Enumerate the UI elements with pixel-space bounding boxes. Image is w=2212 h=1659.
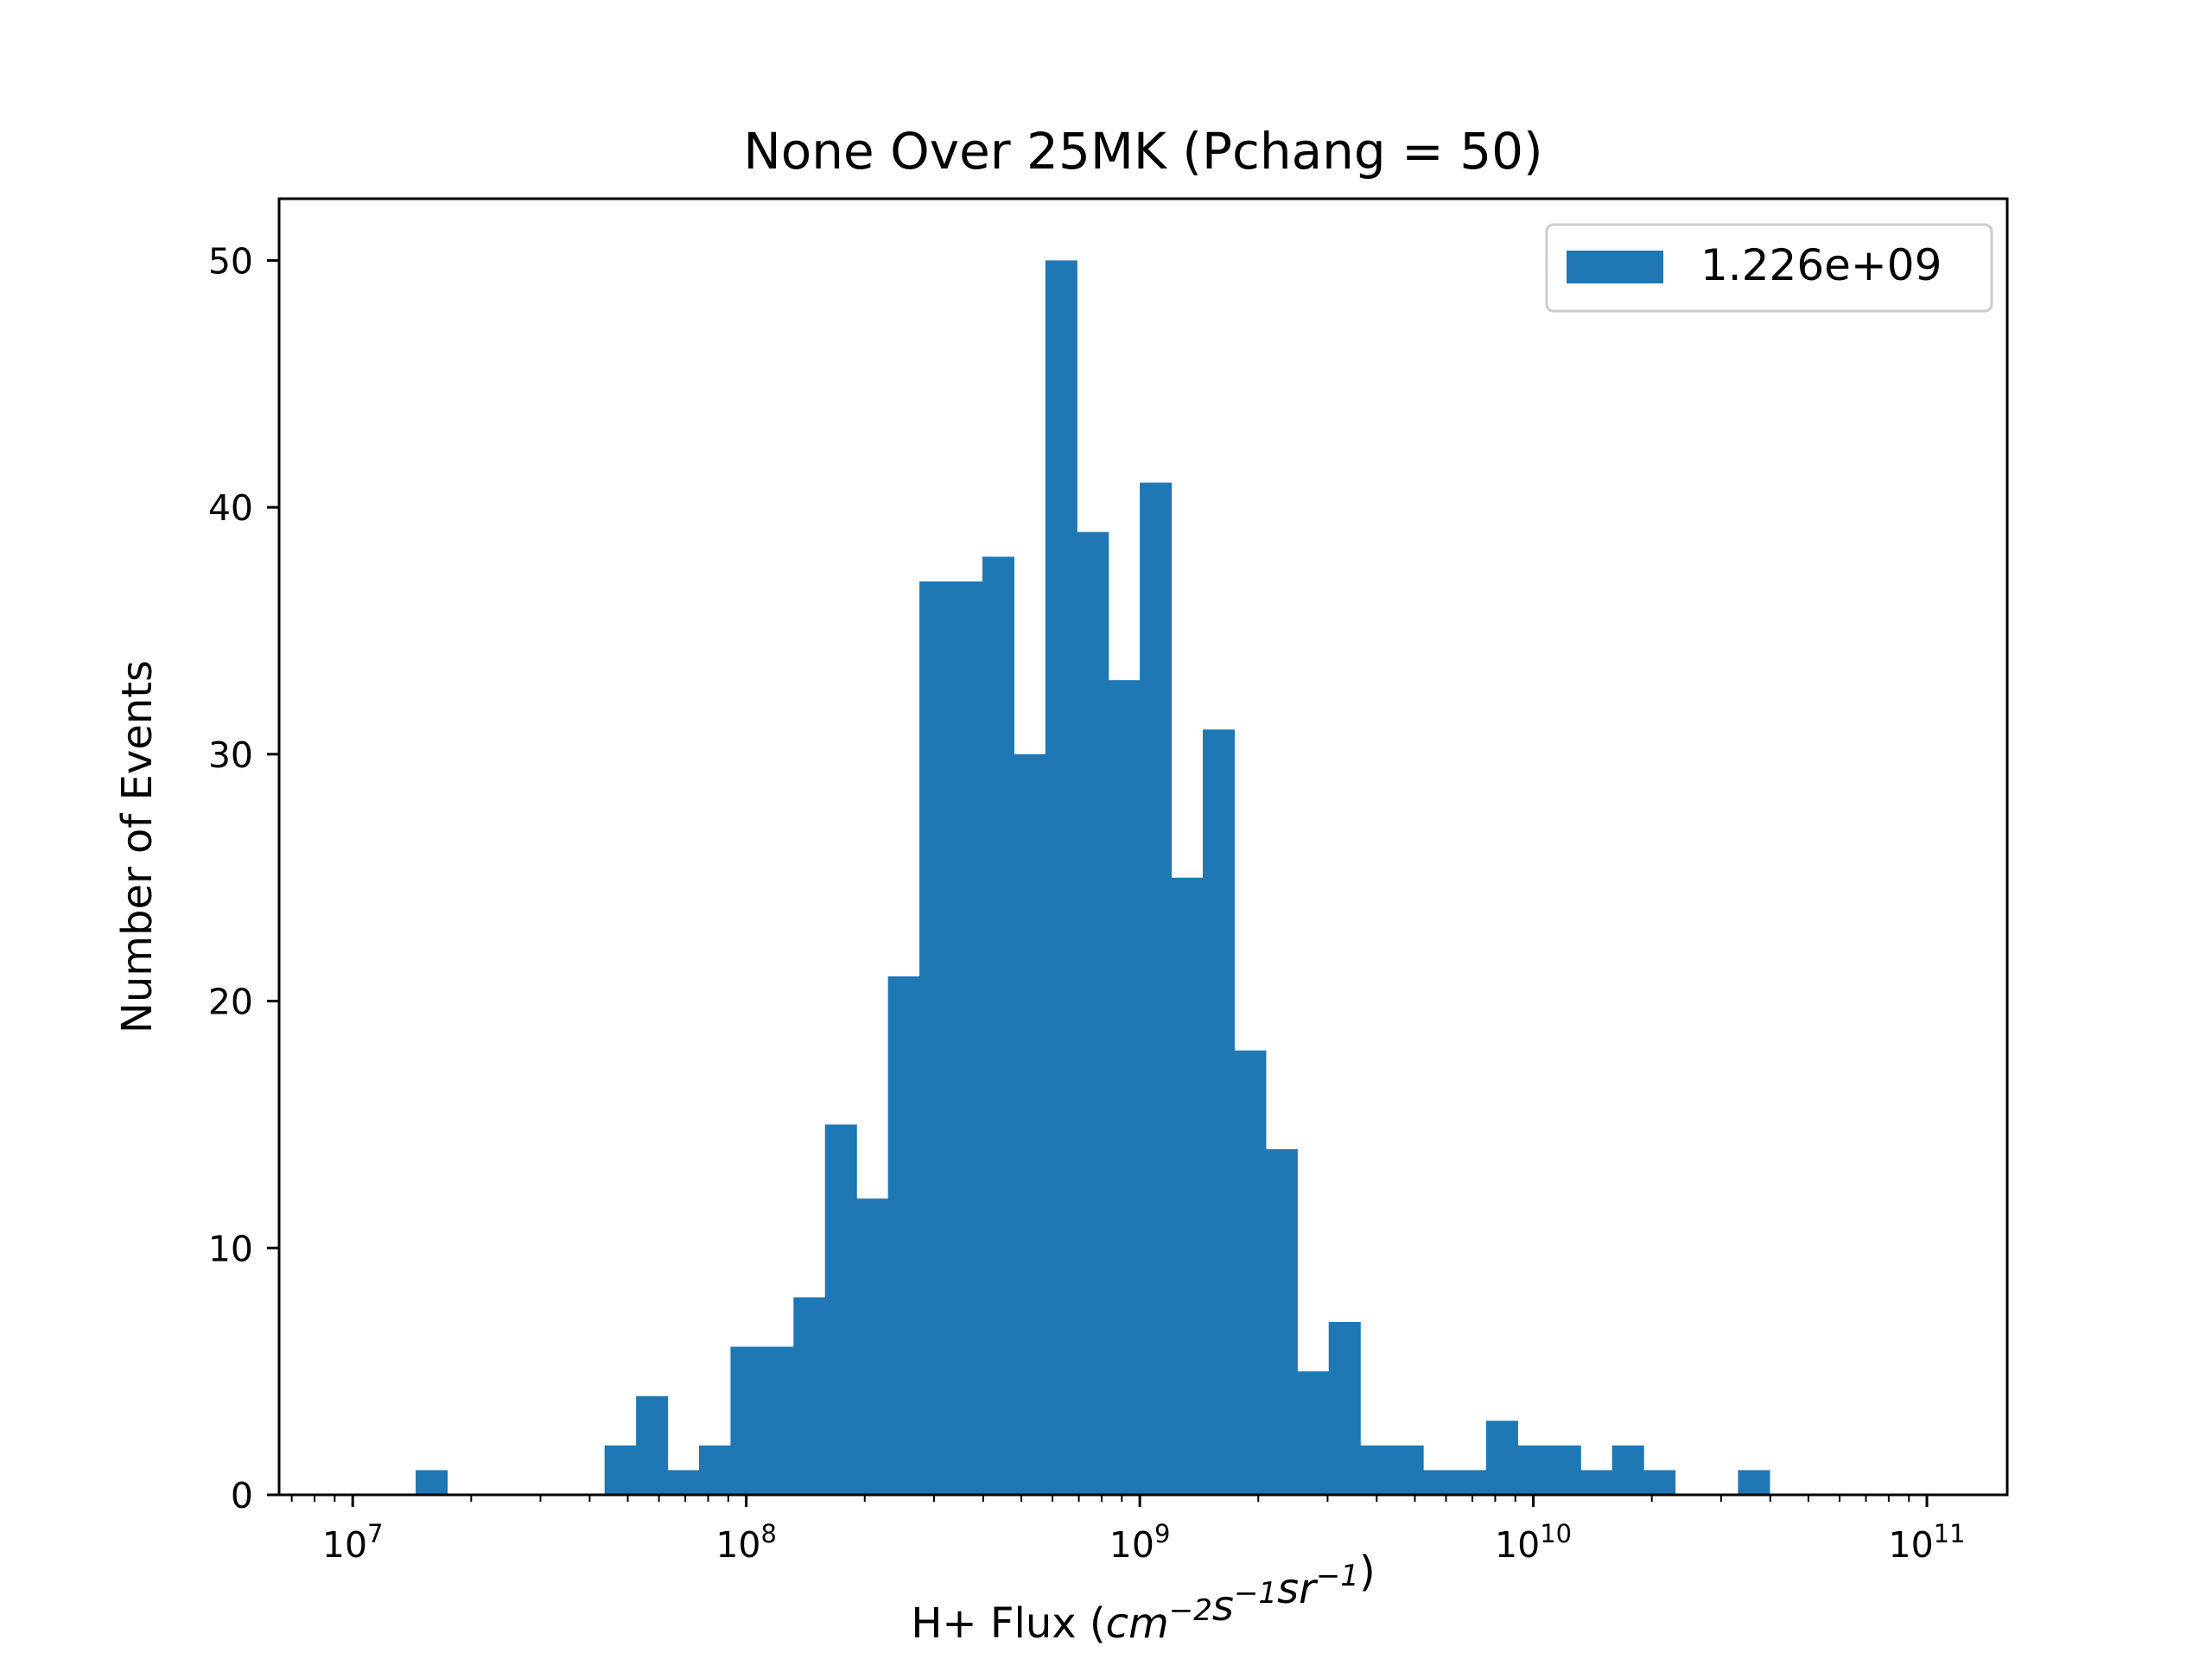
plot-frame: [277, 197, 2009, 1497]
histogram-bar: [887, 976, 920, 1495]
y-axis: 0 10 20 30 40 50: [208, 240, 279, 1516]
histogram-bar: [1265, 1149, 1298, 1495]
chart-title: None Over 25MK (Pchang = 50): [743, 122, 1542, 181]
y-tick-label: 10: [208, 1228, 253, 1269]
x-axis-label: H+ Flux (cm−2s−1sr−1): [911, 1548, 1375, 1648]
y-tick-label: 0: [231, 1475, 253, 1516]
histogram-bar: [1548, 1445, 1581, 1495]
y-tick-label: 40: [208, 487, 253, 529]
histogram-bar: [1328, 1322, 1361, 1495]
histogram-bar: [667, 1470, 700, 1495]
histogram-bar: [730, 1346, 763, 1495]
x-tick-label: 108: [715, 1519, 777, 1566]
histogram-bar: [1454, 1470, 1487, 1495]
legend: 1.226e+09: [1545, 223, 1993, 313]
y-tick-label: 20: [208, 982, 253, 1023]
histogram-bar: [699, 1445, 732, 1495]
histogram-bar: [982, 556, 1014, 1496]
histogram-bar: [919, 581, 952, 1495]
histogram-bar: [1611, 1445, 1644, 1495]
x-tick-label: 1011: [1888, 1519, 1965, 1566]
histogram-bar: [416, 1470, 448, 1495]
histogram-bar: [1517, 1445, 1550, 1495]
y-tick-label: 50: [208, 240, 253, 282]
histogram-bar: [1423, 1470, 1456, 1495]
histogram-bar: [1077, 531, 1109, 1495]
x-tick-label: 109: [1109, 1519, 1171, 1566]
histogram-bar: [1014, 753, 1046, 1495]
legend-swatch: [1567, 251, 1663, 283]
x-tick-label: 1010: [1495, 1519, 1572, 1566]
histogram-bar: [1643, 1470, 1676, 1495]
x-tick-label: 107: [322, 1519, 384, 1566]
histogram-bar: [1391, 1445, 1424, 1495]
histogram-bar: [1140, 482, 1173, 1495]
histogram-bars: [416, 260, 1770, 1496]
histogram-bar: [1297, 1371, 1330, 1495]
histogram-bar: [1108, 680, 1141, 1495]
histogram-bar: [1234, 1050, 1267, 1495]
histogram-bar: [1485, 1421, 1518, 1495]
histogram-bar: [824, 1124, 857, 1495]
legend-label: 1.226e+09: [1700, 240, 1942, 290]
histogram-bar: [761, 1346, 794, 1495]
histogram-bar: [636, 1395, 669, 1495]
histogram-bar: [604, 1445, 637, 1495]
histogram-bar: [1045, 260, 1077, 1495]
y-axis-label: Number of Events: [113, 660, 162, 1033]
histogram-bar: [1202, 729, 1236, 1495]
x-axis: 107 108 109 1010 1011: [290, 1495, 1966, 1566]
histogram-bar: [1360, 1445, 1393, 1495]
y-tick-label: 30: [208, 734, 253, 776]
histogram-bar: [1171, 877, 1204, 1495]
histogram-bar: [793, 1297, 826, 1495]
histogram-bar: [856, 1198, 889, 1495]
histogram-bar: [1580, 1470, 1613, 1495]
histogram-bar: [950, 581, 983, 1495]
histogram-bar: [1738, 1470, 1770, 1495]
legend-frame: [1545, 223, 1993, 313]
